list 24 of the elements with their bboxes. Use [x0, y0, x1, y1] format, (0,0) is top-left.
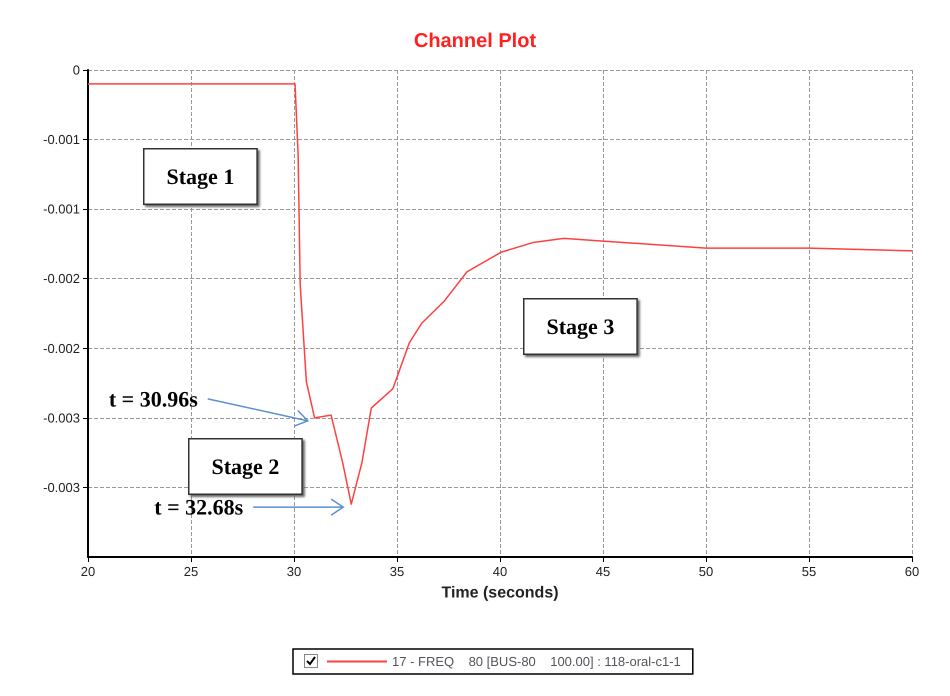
- y-tick-label: -0.002: [43, 271, 80, 286]
- x-tick-label: 45: [596, 564, 610, 579]
- y-tick-label: -0.003: [43, 410, 80, 426]
- x-tick-label: 30: [286, 564, 302, 579]
- chart-title: Channel Plot: [414, 30, 536, 52]
- annotation: t = 32.68s: [154, 494, 244, 520]
- annotation: Stage 2: [212, 454, 280, 479]
- y-tick-label: -0.001: [43, 132, 80, 148]
- x-tick-label: 20: [80, 564, 96, 579]
- x-tick-label: 35: [390, 564, 404, 579]
- x-tick-label: 60: [904, 564, 920, 579]
- y-tick-label: -0.001: [43, 202, 80, 217]
- legend-label: 17 - FREQ 80 [BUS-80 100.00] : 118-oral-c1-1: [392, 654, 681, 669]
- y-tick-label: -0.003: [43, 480, 80, 495]
- x-axis-title: Time (seconds): [441, 584, 559, 602]
- y-tick-label: 0: [72, 62, 80, 78]
- annotation: Stage 3: [546, 314, 614, 339]
- annotation: t = 30.96s: [108, 386, 198, 412]
- y-tick-label: -0.002: [43, 340, 80, 356]
- x-tick-label: 25: [184, 564, 198, 579]
- x-tick-label: 40: [492, 564, 508, 579]
- x-tick-label: 50: [698, 564, 714, 579]
- x-tick-label: 55: [802, 564, 816, 579]
- annotation: Stage 1: [166, 164, 234, 189]
